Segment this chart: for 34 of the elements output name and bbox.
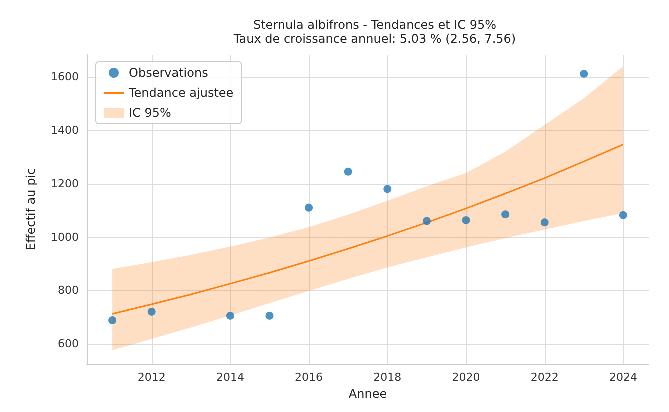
x-tick-label: 2022 <box>530 371 559 384</box>
y-tick-label: 600 <box>58 337 79 350</box>
point <box>502 210 510 219</box>
point <box>422 217 431 226</box>
chart-title: Sternula albifrons - Tendances et IC 95% <box>253 18 497 32</box>
x-tick-label: 2014 <box>216 371 244 384</box>
chart-subtitle: Taux de croissance annuel: 5.03 % (2.56, 7.56) <box>232 32 516 46</box>
y-axis-title: Effectif au pic <box>24 168 38 251</box>
point <box>580 70 588 78</box>
point <box>384 185 392 194</box>
point <box>344 168 352 176</box>
y-tick-label: 1200 <box>51 177 79 190</box>
y-tick-label: 1000 <box>51 230 79 244</box>
point <box>108 316 117 325</box>
line-series <box>112 144 624 315</box>
y-tick-label: 800 <box>58 284 79 298</box>
y-tick-label: 1400 <box>51 124 79 138</box>
x-tick-label: 2018 <box>374 371 402 384</box>
x-tick-label: 2020 <box>452 371 480 384</box>
annotation: IC 95% <box>129 106 172 120</box>
point <box>462 216 470 224</box>
legend-label: Observations <box>129 66 208 80</box>
point <box>540 218 549 227</box>
point <box>305 204 314 212</box>
x-tick-label: 2012 <box>138 371 166 384</box>
x-axis-title: Annee <box>348 387 388 401</box>
x-tick-label: 2024 <box>609 371 638 384</box>
legend-label: Tendance ajustee <box>128 86 234 100</box>
y-tick-label: 1600 <box>51 70 79 84</box>
point <box>266 312 274 320</box>
x-tick-label: 2016 <box>295 371 324 384</box>
point <box>226 312 234 320</box>
point <box>619 211 628 220</box>
point <box>148 308 156 316</box>
